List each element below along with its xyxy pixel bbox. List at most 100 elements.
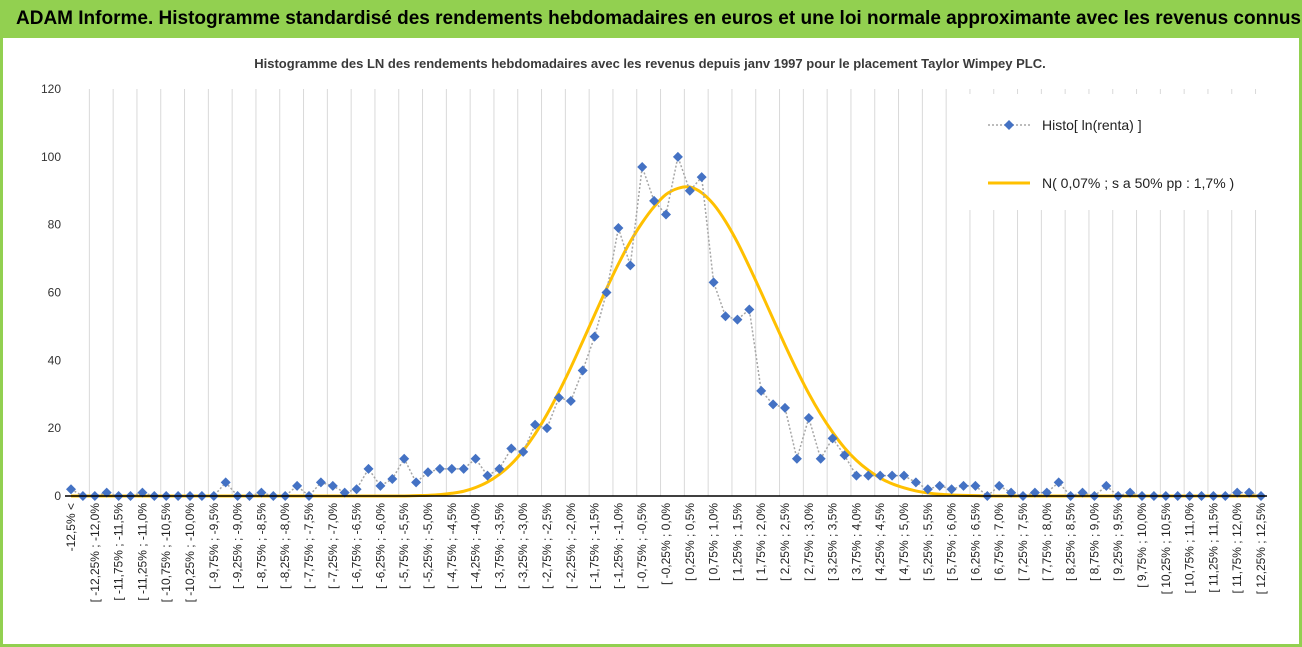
histogram-point (518, 446, 529, 457)
histogram-point (863, 470, 874, 481)
x-tick-label: [ -2,25% ; -2,0% (564, 503, 578, 589)
histogram-point (565, 396, 576, 407)
histogram-point (434, 463, 445, 474)
histogram-point (1244, 487, 1255, 498)
x-tick-label: [ -0,75% ; -0,5% (635, 503, 649, 589)
histogram-point (292, 480, 303, 491)
histogram-point (910, 477, 921, 488)
histogram-point (482, 470, 493, 481)
histogram-point (589, 331, 600, 342)
histogram-point (994, 480, 1005, 491)
histogram-point (315, 477, 326, 488)
x-tick-label: [ -4,25% ; -4,0% (469, 503, 483, 589)
histogram-point (1232, 487, 1243, 498)
histogram-point (1006, 487, 1017, 498)
histogram-point (542, 423, 552, 434)
x-tick-label: [ -10,25% ; -10,0% (183, 503, 197, 603)
histogram-point (1077, 487, 1088, 498)
x-tick-label: [ -10,75% ; -10,5% (159, 503, 173, 603)
vertical-gridlines (88, 89, 1257, 496)
x-tick-label: [ -4,75% ; -4,5% (445, 503, 459, 589)
histogram-point (101, 487, 112, 498)
histogram-point (387, 474, 398, 485)
histogram-point (899, 470, 909, 481)
histogram-point (506, 443, 517, 454)
histogram-point (66, 484, 76, 495)
histogram-point (732, 314, 743, 325)
histogram-point (958, 480, 969, 491)
x-tick-label: [ 4,25% ; 4,5% (873, 503, 887, 581)
legend-background (962, 94, 1294, 210)
legend-histo-label: Histo[ ln(renta) ] (1042, 117, 1142, 133)
histogram-point (220, 477, 231, 488)
x-tick-label: [ 10,75% ; 11,0% (1183, 503, 1197, 594)
x-tick-label: [ 1,75% ; 2,0% (754, 503, 768, 581)
normal-curve-line (71, 185, 1261, 498)
y-tick-label: 120 (41, 82, 61, 96)
histogram-point (922, 484, 933, 495)
histogram-point (411, 477, 422, 488)
legend-normal-label: N( 0,07% ; s a 50% pp : 1,7% ) (1042, 175, 1234, 191)
x-tick-label: [ -5,25% ; -5,0% (421, 503, 435, 589)
normal-curve-series (71, 185, 1261, 498)
x-tick-label: [ 12,25% ; 12,5% (1254, 503, 1268, 595)
x-tick-label: [ 2,75% ; 3,0% (802, 503, 816, 581)
histogram-point (446, 463, 457, 474)
histogram-point (470, 453, 481, 464)
histogram-point (791, 453, 802, 464)
x-tick-label: [ -11,25% ; -11,0% (135, 503, 149, 601)
x-tick-label: [ 7,75% ; 8,0% (1040, 503, 1054, 581)
histogram-point (672, 151, 683, 162)
histogram-point (1053, 477, 1064, 488)
x-tick-label: [ -6,75% ; -6,5% (350, 503, 364, 589)
x-tick-label: [ 0,75% ; 1,0% (707, 503, 721, 581)
histogram-point (780, 402, 790, 413)
x-tick-label: [ 6,25% ; 6,5% (968, 503, 982, 581)
x-tick-label: [ -8,25% ; -8,0% (278, 503, 292, 589)
x-tick-label: [ 8,25% ; 8,5% (1064, 503, 1078, 581)
histogram-point (637, 162, 648, 173)
histogram-point (815, 453, 826, 464)
histogram-point (137, 487, 148, 498)
x-tick-label: [ 0,25% ; 0,5% (683, 503, 697, 581)
y-tick-label: 100 (41, 150, 61, 164)
y-tick-label: 40 (48, 353, 62, 367)
histogram-point (351, 484, 362, 495)
histogram-point (625, 260, 636, 271)
histogram-point (1041, 487, 1052, 498)
x-tick-label: [ -12,25% ; -12,0% (88, 503, 102, 603)
x-tick-label: [ -3,75% ; -3,5% (492, 503, 506, 589)
x-tick-label: [ 9,25% ; 9,5% (1111, 503, 1125, 581)
x-tick-label: [ -5,75% ; -5,5% (397, 503, 411, 589)
histogram-point (649, 195, 660, 206)
histogram-point (530, 419, 541, 430)
x-tick-label: [ -8,75% ; -8,5% (254, 503, 268, 589)
x-tick-label: [ -1,25% ; -1,0% (611, 503, 625, 589)
histogram-point (1101, 480, 1112, 491)
histogram-point (839, 450, 850, 461)
histogram-point (363, 463, 374, 474)
x-tick-label: -12,5% < (64, 503, 78, 551)
histogram-point (339, 487, 350, 498)
histogram-point (851, 470, 862, 481)
x-tick-label: [ 3,25% ; 3,5% (826, 503, 840, 581)
y-tick-label: 60 (48, 286, 62, 300)
histogram-point (696, 172, 707, 183)
histogram-point (661, 209, 671, 220)
x-tick-label: [ -9,25% ; -9,0% (231, 503, 245, 589)
x-tick-label: [ -0,25% ; 0,0% (659, 503, 673, 585)
histogram-point (708, 277, 719, 288)
x-tick-label: [ 6,75% ; 7,0% (992, 503, 1006, 581)
x-axis-ticks: -12,5% < [ -12,25% ; -12,0% [ -11,75% ; -1… (64, 503, 1268, 603)
report-banner-title: ADAM Informe. Histogramme standardisé de… (0, 0, 1302, 38)
legend-histo-marker (1004, 120, 1014, 130)
histogram-point (875, 470, 886, 481)
histogram-point (1125, 487, 1136, 498)
y-tick-label: 0 (54, 489, 61, 503)
histogram-point (720, 311, 731, 322)
x-tick-label: [ 11,75% ; 12,0% (1230, 503, 1244, 594)
x-tick-label: [ 4,75% ; 5,0% (897, 503, 911, 581)
x-tick-label: [ 5,75% ; 6,0% (945, 503, 959, 581)
histogram-point (494, 463, 505, 474)
